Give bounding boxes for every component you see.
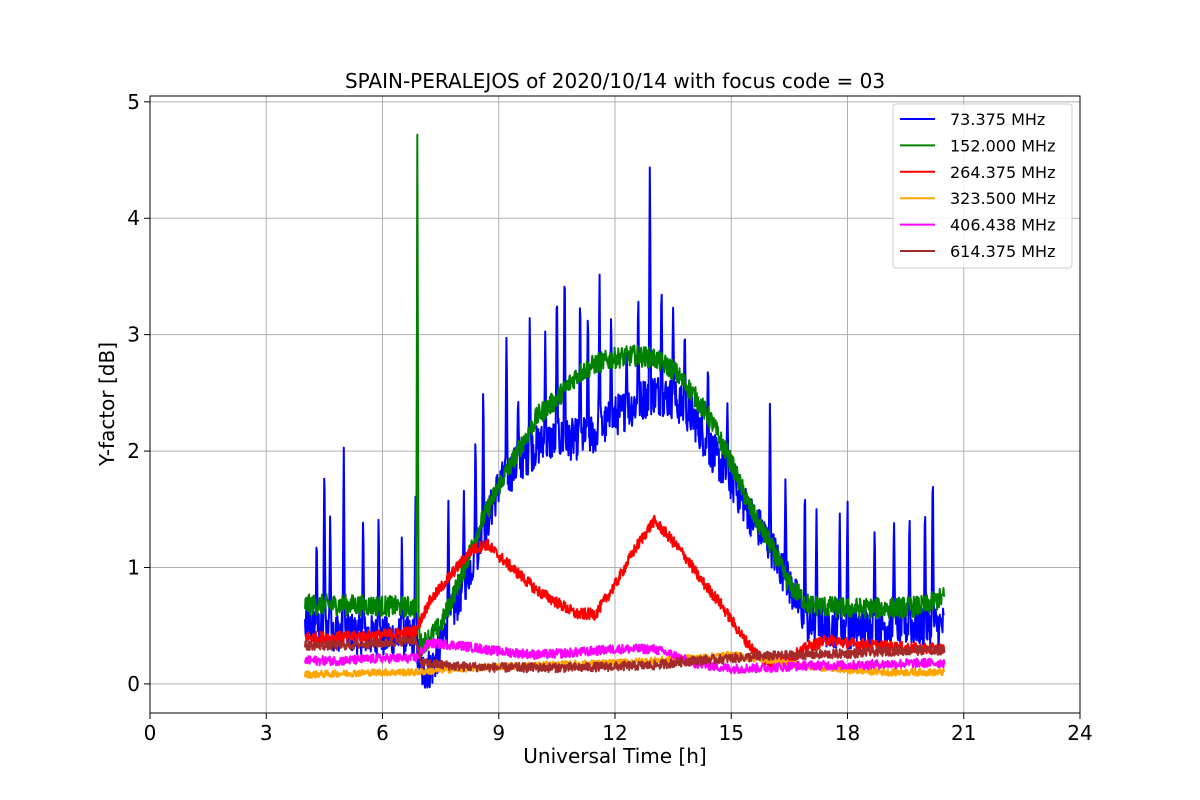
x-tick-label: 3 xyxy=(260,721,273,745)
legend-label: 406.438 MHz xyxy=(950,216,1055,235)
y-tick-label: 2 xyxy=(127,439,140,463)
legend-label: 264.375 MHz xyxy=(950,163,1055,182)
x-tick-label: 9 xyxy=(492,721,505,745)
series-line-4 xyxy=(304,638,946,675)
legend-label: 152.000 MHz xyxy=(950,136,1055,155)
legend-box xyxy=(892,103,1073,269)
legend: 73.375 MHz 152.000 MHz 264.375 MHz 323.500 … xyxy=(892,103,1073,269)
x-tick-label: 12 xyxy=(602,721,627,745)
legend-label: 73.375 MHz xyxy=(950,110,1045,129)
x-tick-label: 21 xyxy=(951,721,976,745)
x-tick-label: 6 xyxy=(376,721,389,745)
y-tick-label: 0 xyxy=(127,672,140,696)
y-axis-ticks: 0 1 2 3 4 5 xyxy=(127,90,150,696)
chart-title: SPAIN-PERALEJOS of 2020/10/14 with focus… xyxy=(345,69,885,93)
legend-label: 323.500 MHz xyxy=(950,189,1055,208)
y-tick-label: 1 xyxy=(127,555,140,579)
legend-label: 614.375 MHz xyxy=(950,242,1055,261)
x-tick-label: 0 xyxy=(144,721,157,745)
x-axis-label: Universal Time [h] xyxy=(523,744,706,768)
series-line-1 xyxy=(304,133,946,657)
y-axis-label: Y-factor [dB] xyxy=(95,342,119,467)
y-tick-label: 5 xyxy=(127,90,140,114)
y-tick-label: 4 xyxy=(127,206,140,230)
x-axis-ticks: 0 3 6 9 12 15 18 21 24 xyxy=(144,713,1093,745)
series-line-2 xyxy=(304,514,946,669)
series-line-5 xyxy=(304,635,946,674)
y-tick-label: 3 xyxy=(127,323,140,347)
x-tick-label: 24 xyxy=(1067,721,1092,745)
series-layer xyxy=(304,133,946,689)
x-tick-label: 18 xyxy=(835,721,860,745)
series-line-3 xyxy=(304,650,946,679)
x-tick-label: 15 xyxy=(719,721,744,745)
